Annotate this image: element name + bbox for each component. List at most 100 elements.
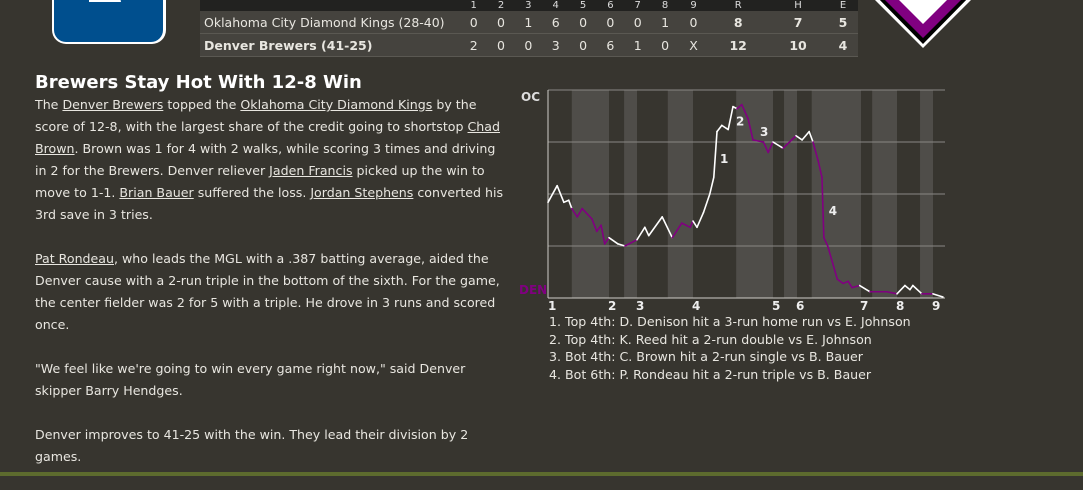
text-run: Denver improves to 41-25 with the win. T… [35, 427, 469, 464]
wp-line-segment [767, 141, 774, 154]
total-e: 5 [827, 11, 858, 34]
total-h: 10 [768, 33, 828, 57]
wp-line-segment [912, 284, 923, 295]
entity-link[interactable]: Denver Brewers [62, 97, 164, 112]
wp-line-segment [762, 141, 769, 154]
play-annotation: 2 [736, 114, 744, 128]
inning-runs: 2 [460, 33, 488, 57]
wp-line-segment [576, 207, 583, 218]
text-run: . Brown was 1 for 4 with 2 walks, while … [35, 141, 496, 178]
key-play-item: 1. Top 4th: D. Denison hit a 3-run home … [549, 314, 911, 329]
footer-grass-strip [0, 472, 1083, 476]
column-header: R [708, 0, 769, 11]
column-header: 5 [569, 0, 597, 11]
inning-tick-label: 6 [796, 299, 804, 312]
team-name: Oklahoma City Diamond Kings (28-40) [200, 11, 460, 34]
wp-line-segment [600, 224, 606, 245]
play-annotation: 4 [829, 204, 837, 218]
inning-runs: 1 [624, 33, 652, 57]
wp-line-segment [581, 207, 593, 220]
wp-line-segment [608, 236, 619, 245]
wp-line-segment [624, 238, 638, 247]
wp-line-segment [671, 222, 683, 239]
inning-tick-label: 9 [932, 299, 940, 312]
column-header: 8 [651, 0, 679, 11]
column-header: E [827, 0, 858, 11]
text-run: picked up the win to move to 1-1. [35, 163, 485, 200]
column-header: H [768, 0, 828, 11]
text-run: by the score of 12-8, with the largest s… [35, 97, 477, 134]
entity-link[interactable]: Jordan Stephens [310, 185, 414, 200]
wp-line-segment [721, 124, 729, 131]
wp-line-segment [823, 236, 829, 247]
wp-line-segment [801, 130, 810, 141]
column-header: 3 [514, 0, 543, 11]
column-header: 2 [487, 0, 515, 11]
wp-line-segment [752, 139, 765, 143]
inning-runs: 0 [514, 33, 543, 57]
inning-runs: 1 [514, 11, 543, 34]
inning-runs: 6 [596, 33, 625, 57]
inning-runs: 0 [651, 33, 679, 57]
entity-link[interactable]: Oklahoma City Diamond Kings [240, 97, 433, 112]
home-team-logo [52, 0, 166, 44]
play-annotation: 1 [720, 152, 728, 166]
entity-link[interactable]: Jaden Francis [269, 163, 353, 178]
inning-runs: 0 [460, 11, 488, 34]
play-annotation: 3 [760, 125, 768, 139]
wp-line-segment [886, 290, 898, 295]
inning-runs: 0 [569, 33, 597, 57]
column-header: 4 [542, 0, 570, 11]
wp-line-segment [851, 284, 861, 289]
key-play-item: 4. Bot 6th: P. Rondeau hit a 2-run tripl… [549, 366, 872, 382]
text-run: suffered the loss. [193, 185, 311, 200]
wp-line-segment [858, 284, 871, 293]
article-paragraph: Denver improves to 41-25 with the win. T… [35, 424, 510, 468]
wp-line-segment [842, 280, 850, 285]
entity-link[interactable]: Chad Brown [35, 119, 501, 156]
column-header: 6 [596, 0, 625, 11]
entity-link[interactable]: Brian Bauer [119, 185, 194, 200]
inning-runs: 3 [542, 33, 570, 57]
wp-line-segment [716, 124, 723, 133]
text-run: "We feel like we're going to win every g… [35, 361, 466, 398]
inning-runs: 0 [678, 11, 709, 34]
game-recap-article: Brewers Stay Hot With 12-8 Win The Denve… [35, 70, 510, 490]
inning-tick-label: 8 [896, 299, 904, 312]
inning-runs: 0 [596, 11, 625, 34]
inning-runs: X [678, 33, 709, 57]
total-r: 12 [708, 33, 769, 57]
wp-line-segment [570, 207, 579, 218]
wp-line-segment [821, 176, 825, 239]
article-title: Brewers Stay Hot With 12-8 Win [35, 72, 362, 93]
column-header: 1 [460, 0, 488, 11]
wp-line-segment [808, 130, 814, 143]
wp-line-segment [795, 134, 803, 141]
wp-line-segment [661, 216, 674, 239]
inning-tick-label: 4 [692, 299, 700, 312]
total-r: 8 [708, 11, 769, 34]
line-score-row-home: Denver Brewers (41-25) 2 0 0 3 0 6 1 0 X 12 10 4 [200, 33, 858, 57]
inning-runs: 0 [569, 11, 597, 34]
wp-line-segment [567, 199, 573, 210]
inning-runs: 1 [651, 11, 679, 34]
column-header: 9 [678, 0, 709, 11]
entity-link[interactable]: Pat Rondeau [35, 251, 114, 266]
wp-line-segment [617, 243, 626, 247]
bottom-team-label: DEN [519, 283, 547, 297]
wp-line-segment [644, 226, 650, 237]
wp-line-segment [689, 220, 694, 229]
wp-line-segment [741, 103, 749, 120]
wp-line-segment [736, 103, 743, 110]
wp-line-segment [556, 184, 565, 204]
key-play-item: 2. Top 4th: K. Reed hit a 2-run double v… [549, 331, 872, 347]
wp-line-segment [932, 293, 944, 298]
total-e: 4 [827, 33, 858, 57]
wp-line-segment [727, 105, 734, 131]
wp-line-segment [709, 176, 715, 195]
inning-runs: 0 [487, 33, 515, 57]
wp-line-segment [636, 226, 646, 241]
wp-line-segment [647, 216, 663, 237]
